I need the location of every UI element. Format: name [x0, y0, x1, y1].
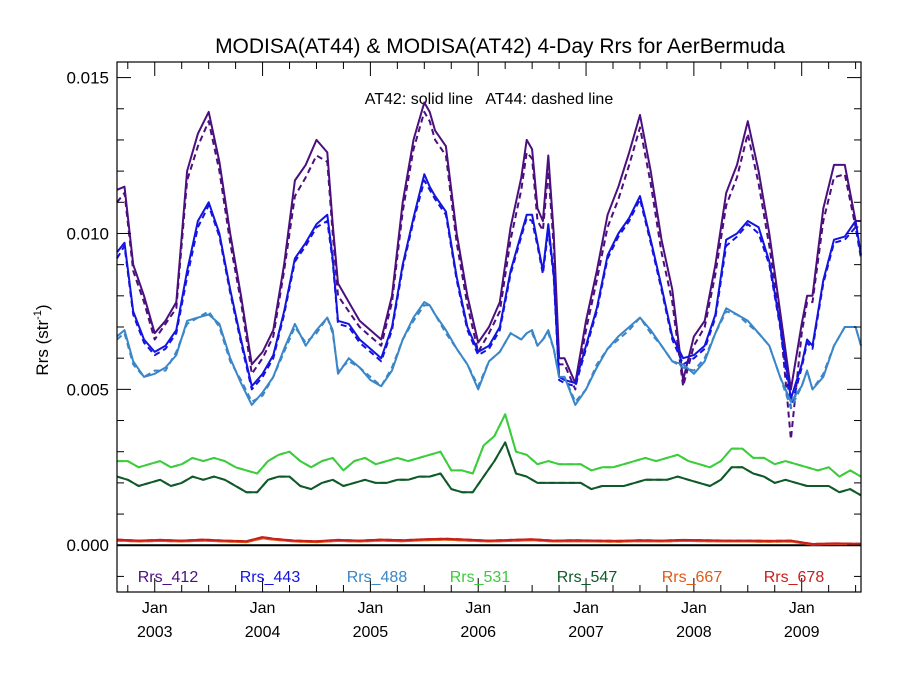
chart-title: MODISA(AT44) & MODISA(AT42) 4-Day Rrs fo…	[215, 35, 785, 58]
x-tick-year-label: 2004	[245, 624, 281, 641]
legend-entry-rrs-443: Rrs_443	[240, 569, 301, 586]
y-axis-label: Rrs (str-1)	[32, 304, 52, 375]
x-tick-year-label: 2009	[784, 624, 820, 641]
x-tick-month-label: Jan	[681, 600, 707, 617]
legend-entry-rrs-412: Rrs_412	[138, 569, 199, 586]
x-tick-year-label: 2005	[353, 624, 389, 641]
legend-entry-rrs-488: Rrs_488	[347, 569, 408, 586]
line-style-annotation: AT42: solid line AT44: dashed line	[365, 91, 614, 108]
series-rrs-531-dashed-line	[117, 413, 862, 478]
y-axis-label-close: )	[33, 304, 52, 310]
legend-entry-rrs-667: Rrs_667	[662, 569, 723, 586]
y-tick-label: 0.005	[66, 380, 109, 399]
x-tick-month-label: Jan	[465, 600, 491, 617]
series-rrs-443-solid-line	[116, 173, 862, 400]
y-tick-label: 0.015	[66, 69, 109, 88]
x-tick-month-label: Jan	[250, 600, 276, 617]
x-tick-year-label: 2007	[568, 624, 604, 641]
x-tick-month-label: Jan	[573, 600, 599, 617]
y-tick-label: 0.010	[66, 224, 109, 243]
axis-layer: 0.000 0.005 0.010 0.015 Jan 2003 Jan 2004 Jan 200…	[66, 61, 862, 641]
series-rrs-412-dashed-line	[116, 110, 861, 441]
x-tick-month-label: Jan	[142, 600, 168, 617]
x-tick-year-label: 2003	[137, 624, 173, 641]
y-axis-label-text: Rrs (str	[33, 320, 52, 376]
series-rrs-412-solid-line	[116, 101, 861, 391]
legend-entry-rrs-678: Rrs_678	[764, 569, 825, 586]
y-axis-label-superscript: -1	[32, 310, 44, 320]
legend: Rrs_412 Rrs_443 Rrs_488 Rrs_531 Rrs_547 Rrs_6…	[138, 569, 825, 586]
series-rrs-443-dashed-line	[116, 179, 862, 410]
y-tick-label: 0.000	[66, 536, 109, 555]
x-tick-year-label: 2008	[676, 624, 712, 641]
legend-entry-rrs-547: Rrs_547	[557, 569, 618, 586]
series-rrs-547-dashed-line	[116, 441, 862, 497]
series-layer	[116, 101, 862, 547]
x-tick-month-label: Jan	[357, 600, 383, 617]
series-rrs-678-dashed-line	[116, 536, 862, 545]
x-tick-month-label: Jan	[789, 600, 815, 617]
x-tick-year-label: 2006	[460, 624, 496, 641]
series-rrs-488-dashed-line	[116, 304, 862, 410]
legend-entry-rrs-531: Rrs_531	[450, 569, 511, 586]
